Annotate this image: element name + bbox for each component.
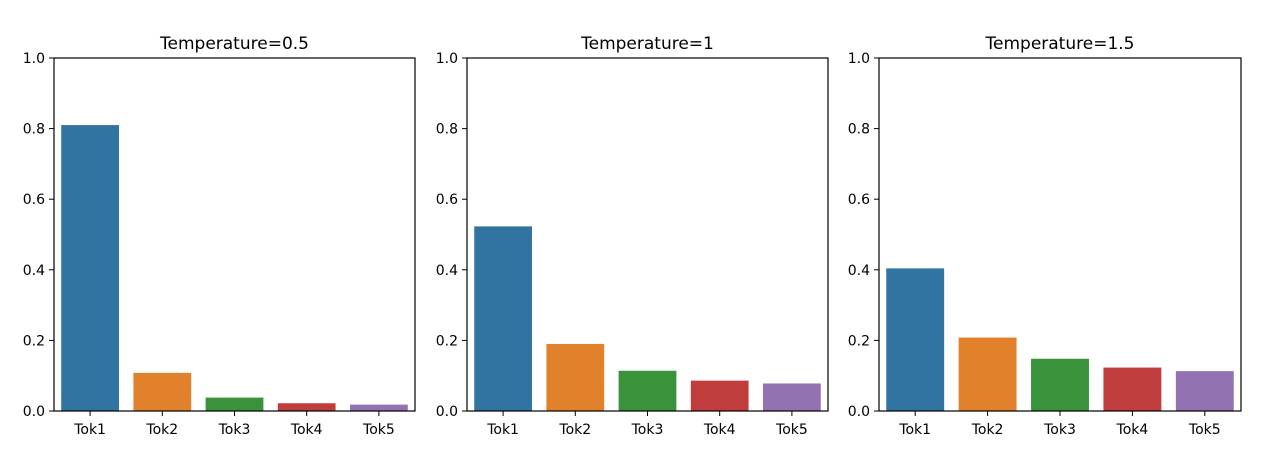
y-tick-label: 0.6 [23, 192, 45, 208]
y-tick-label: 1.0 [436, 51, 458, 67]
x-tick-label: Tok3 [218, 422, 251, 438]
y-tick-label: 0.4 [23, 263, 45, 279]
y-tick-label: 0.8 [436, 122, 458, 138]
x-tick-label: Tok4 [1116, 422, 1149, 438]
x-tick-label: Tok1 [898, 422, 931, 438]
x-tick-label: Tok5 [775, 422, 808, 438]
bar-tok1 [886, 268, 945, 411]
y-tick-label: 0.8 [23, 122, 45, 138]
y-tick-label: 1.0 [848, 51, 870, 67]
bar-tok2 [958, 337, 1017, 411]
bar-tok4 [690, 380, 749, 411]
x-tick-label: Tok2 [971, 422, 1004, 438]
bar-tok4 [277, 403, 336, 411]
axes-frame [466, 57, 829, 412]
bar-tok2 [133, 372, 192, 411]
y-tick-label: 0.2 [848, 333, 870, 349]
chart-title: Temperature=1.5 [985, 34, 1135, 54]
bar-tok1 [61, 125, 119, 411]
y-tick-label: 0.2 [23, 333, 45, 349]
y-tick-label: 0.4 [848, 263, 870, 279]
bar-tok5 [1175, 371, 1234, 411]
x-tick-label: Tok1 [486, 422, 519, 438]
y-tick-label: 0.0 [848, 404, 870, 420]
y-tick-label: 0.0 [23, 404, 45, 420]
y-tick-label: 0.8 [848, 122, 870, 138]
bar-tok3 [618, 370, 677, 411]
x-tick-label: Tok5 [362, 422, 395, 438]
x-tick-label: Tok1 [73, 422, 106, 438]
axes-frame [53, 57, 416, 412]
x-tick-label: Tok3 [631, 422, 664, 438]
x-tick-label: Tok2 [145, 422, 178, 438]
bar-tok4 [1103, 367, 1162, 411]
x-tick-label: Tok4 [290, 422, 323, 438]
subplot-temperature-0-5: Temperature=0.5 Tok1 Tok2 Tok3 Tok4 Tok5 0.0 0… [23, 34, 416, 438]
bar-tok1 [474, 226, 532, 411]
y-tick-label: 0.0 [436, 404, 458, 420]
axes-frame [878, 57, 1242, 412]
y-tick-label: 0.6 [436, 192, 458, 208]
y-tick-label: 0.2 [436, 333, 458, 349]
bar-tok5 [763, 383, 821, 411]
y-tick-label: 1.0 [23, 51, 45, 67]
y-tick-label: 0.4 [436, 263, 458, 279]
bar-tok2 [546, 343, 605, 411]
chart-title: Temperature=1 [580, 34, 714, 54]
bar-tok3 [1031, 358, 1089, 411]
x-tick-label: Tok2 [558, 422, 591, 438]
bar-tok3 [205, 397, 264, 411]
x-tick-label: Tok5 [1188, 422, 1221, 438]
chart-title: Temperature=0.5 [159, 34, 309, 54]
y-tick-label: 0.6 [848, 192, 870, 208]
subplot-temperature-1: Temperature=1 Tok1 Tok2 Tok3 Tok4 Tok5 0.0 0.2… [436, 34, 829, 438]
x-tick-label: Tok3 [1043, 422, 1076, 438]
subplot-temperature-1-5: Temperature=1.5 Tok1 Tok2 Tok3 Tok4 Tok5 0.0 0… [848, 34, 1242, 438]
bar-tok5 [350, 404, 408, 411]
x-tick-label: Tok4 [703, 422, 736, 438]
